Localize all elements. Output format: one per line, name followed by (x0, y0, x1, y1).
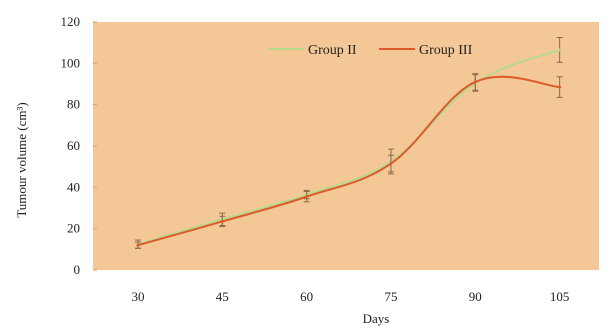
x-tick-label: 45 (216, 289, 229, 304)
x-tick-label: 60 (300, 289, 313, 304)
series-line (137, 75, 560, 247)
y-tick-label: 120 (61, 14, 81, 29)
y-tick-label: 40 (67, 179, 80, 194)
data-point (136, 243, 140, 247)
legend-label: Group II (308, 43, 357, 58)
series-layer (134, 37, 563, 249)
x-tick-label: 105 (550, 289, 570, 304)
legend-label: Group III (419, 43, 473, 58)
x-tick-label: 75 (384, 289, 397, 304)
y-axis-label: Tumour volume (cm³) (14, 102, 29, 217)
legend-item: Group II (268, 43, 357, 58)
data-point (389, 162, 393, 166)
legend-item: Group III (379, 43, 473, 58)
data-point (473, 80, 477, 84)
data-point (305, 195, 309, 199)
x-axis: 30 45 60 75 90 105 (131, 289, 569, 304)
y-axis: 0 20 40 60 80 100 120 (61, 14, 97, 277)
data-point (558, 85, 562, 89)
plot-background (93, 22, 599, 270)
x-axis-label: Days (363, 311, 390, 326)
x-tick-label: 30 (131, 289, 144, 304)
y-tick-label: 80 (67, 97, 80, 112)
legend: Group II Group III (268, 43, 473, 58)
data-point (220, 219, 224, 223)
x-tick-label: 90 (469, 289, 482, 304)
y-tick-label: 20 (67, 221, 80, 236)
y-tick-label: 60 (67, 138, 80, 153)
data-point (558, 48, 562, 52)
series-2 (134, 73, 563, 249)
y-tick-label: 0 (74, 262, 81, 277)
y-tick-label: 100 (61, 55, 81, 70)
